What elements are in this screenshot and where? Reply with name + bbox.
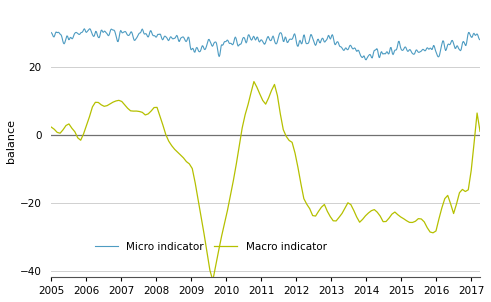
Micro indicator (363, 58, 369, 62)
Macro indicator (49, 125, 55, 129)
Y-axis label: balance: balance (5, 120, 16, 163)
Macro indicator (187, 162, 192, 166)
Line: Macro indicator: Macro indicator (52, 82, 480, 281)
Micro indicator (87, 27, 93, 31)
Micro indicator (477, 38, 483, 42)
Micro indicator (187, 39, 192, 43)
Macro indicator (251, 80, 257, 83)
Macro indicator (210, 279, 216, 282)
Micro indicator (233, 37, 239, 40)
Macro indicator (163, 133, 169, 137)
Micro indicator (49, 31, 55, 34)
Micro indicator (85, 28, 91, 32)
Macro indicator (351, 209, 356, 212)
Macro indicator (392, 210, 398, 214)
Macro indicator (386, 216, 392, 220)
Legend: Micro indicator, Macro indicator: Micro indicator, Macro indicator (91, 238, 331, 256)
Micro indicator (151, 34, 157, 37)
Micro indicator (389, 48, 395, 52)
Macro indicator (477, 130, 483, 133)
Macro indicator (289, 140, 295, 144)
Line: Micro indicator: Micro indicator (52, 29, 480, 60)
Micro indicator (362, 56, 368, 59)
